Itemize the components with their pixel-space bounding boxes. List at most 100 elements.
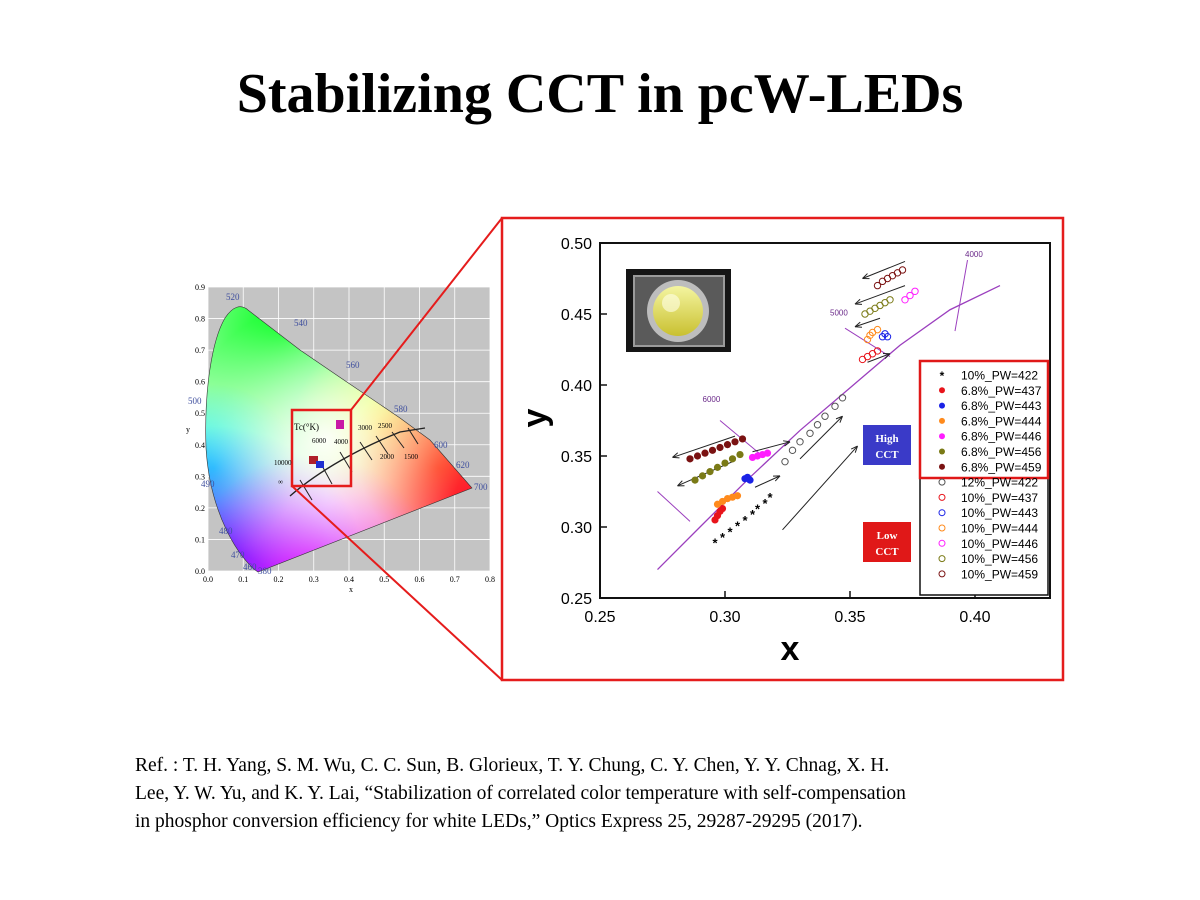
trend-arrow-head xyxy=(882,352,891,359)
data-point xyxy=(806,429,814,437)
cct-header: Tc(°K) xyxy=(294,422,319,432)
data-point xyxy=(906,291,914,300)
cie-x-tick-label: 0.5 xyxy=(379,575,389,584)
legend-marker: * xyxy=(940,369,945,383)
cie-x-tick-label: 0.7 xyxy=(450,575,460,584)
legend-marker xyxy=(938,555,946,563)
data-point: * xyxy=(742,513,748,528)
data-point xyxy=(728,455,737,463)
y-tick-label: 0.45 xyxy=(561,307,592,324)
legend-label: 10%_PW=456 xyxy=(961,552,1038,566)
data-point xyxy=(721,459,729,467)
cct-label: 1500 xyxy=(404,453,419,461)
cie-diagram: 0.0 0.1 0.2 0.3 0.4 0.5 0.6 0.7 0.8 0.0 0.1 0.2 0.3 0… xyxy=(186,283,495,594)
isotherm-label: 5000 xyxy=(830,308,848,317)
data-point xyxy=(708,446,717,454)
legend-group-highlight xyxy=(918,359,1050,480)
cie-y-label: y xyxy=(186,425,190,434)
wavelength-label: 580 xyxy=(394,404,408,414)
trend-arrow xyxy=(754,475,781,488)
trend-arrow xyxy=(867,353,891,363)
trend-arrow-head xyxy=(782,440,791,447)
legend-label: 12%_PW=422 xyxy=(961,476,1038,490)
trend-arrow xyxy=(862,260,906,279)
data-point xyxy=(723,441,732,449)
isotherm-label: 4000 xyxy=(965,250,983,259)
isotherm-label: 6000 xyxy=(703,395,721,404)
zoomed-cie-chart: 0.25 0.30 0.35 0.40 0.25 0.30 0.35 0.40 0.45 0.50… xyxy=(516,236,1051,668)
y-tick-label: 0.25 xyxy=(561,591,592,608)
mini-data-cluster-1 xyxy=(309,456,318,464)
wavelength-label: 490 xyxy=(201,479,215,489)
legend-label: 6.8%_PW=444 xyxy=(961,414,1042,428)
legend-label: 10%_PW=443 xyxy=(961,506,1038,520)
data-point xyxy=(731,438,739,446)
trend-arrow-head xyxy=(772,475,781,482)
reference-line: in phosphor conversion efficiency for wh… xyxy=(135,811,863,832)
wavelength-label: 600 xyxy=(434,440,448,450)
cie-y-tick-label: 0.5 xyxy=(195,409,205,418)
wavelength-label: 620 xyxy=(456,460,470,470)
data-point xyxy=(701,449,709,457)
wavelength-label: 480 xyxy=(219,526,233,536)
reference-line: Ref. : T. H. Yang, S. M. Wu, C. C. Sun, … xyxy=(135,755,890,776)
wavelength-label: 560 xyxy=(346,360,360,370)
cie-tick-labels: 0.0 0.1 0.2 0.3 0.4 0.5 0.6 0.7 0.8 0.0 0.1 0.2 0.3 0… xyxy=(195,283,495,584)
legend-marker xyxy=(938,478,946,486)
data-point: * xyxy=(727,524,733,539)
wavelength-label: 380 xyxy=(258,566,272,576)
trend-arrow-head xyxy=(862,273,870,280)
legend-marker xyxy=(938,509,946,517)
mini-data-cluster-3 xyxy=(336,420,344,429)
cie-x-tick-label: 0.4 xyxy=(344,575,354,584)
trend-arrow xyxy=(854,317,881,328)
trend-arrow-head xyxy=(854,321,863,328)
isotherm-ticks xyxy=(299,427,419,501)
high-cct-label: High xyxy=(875,433,898,445)
data-point xyxy=(733,492,742,500)
data-point xyxy=(716,443,724,452)
low-cct-box xyxy=(863,522,911,562)
wavelength-label: 700 xyxy=(474,482,488,492)
trend-arrow xyxy=(782,445,858,531)
legend-marker xyxy=(938,524,946,532)
cie-y-tick-label: 0.1 xyxy=(195,535,205,544)
legend-marker xyxy=(938,539,946,547)
legend-label: 6.8%_PW=437 xyxy=(961,384,1042,398)
data-point: * xyxy=(712,536,718,551)
legend-marker xyxy=(939,417,945,424)
data-point xyxy=(873,325,882,334)
cct-label: 3000 xyxy=(358,424,373,432)
wavelength-label: 460 xyxy=(243,562,257,572)
data-point xyxy=(788,446,797,455)
trend-arrow xyxy=(854,285,906,305)
cct-label: ∞ xyxy=(278,478,283,486)
legend-label: 10%_PW=437 xyxy=(961,491,1038,505)
data-point xyxy=(898,266,907,274)
zoom-connector-top xyxy=(350,217,503,411)
trend-arrow-head xyxy=(854,298,863,305)
data-point xyxy=(706,468,714,476)
data-point xyxy=(693,452,702,460)
trend-arrow xyxy=(752,441,791,453)
cie-y-tick-label: 0.6 xyxy=(195,378,205,387)
cie-y-tick-label: 0.2 xyxy=(195,504,205,513)
data-point xyxy=(813,421,822,429)
data-point xyxy=(863,335,872,344)
cie-x-tick-label: 0.6 xyxy=(415,575,425,584)
y-tick-label: 0.40 xyxy=(561,378,592,395)
data-point xyxy=(746,476,754,484)
data-point xyxy=(781,457,789,466)
trend-arrow-head xyxy=(672,452,680,459)
y-axis-label: y xyxy=(516,408,554,427)
zoom-connector-bottom xyxy=(291,485,503,681)
high-cct-label: CCT xyxy=(875,449,899,461)
reference-line: Lee, Y. W. Yu, and K. Y. Lai, “Stabiliza… xyxy=(135,783,906,804)
cct-label: 2000 xyxy=(380,453,395,461)
data-point xyxy=(796,438,804,446)
data-point xyxy=(873,347,882,355)
isotherm-line xyxy=(954,259,968,332)
trend-arrow-head xyxy=(677,480,685,487)
data-point xyxy=(713,463,722,471)
